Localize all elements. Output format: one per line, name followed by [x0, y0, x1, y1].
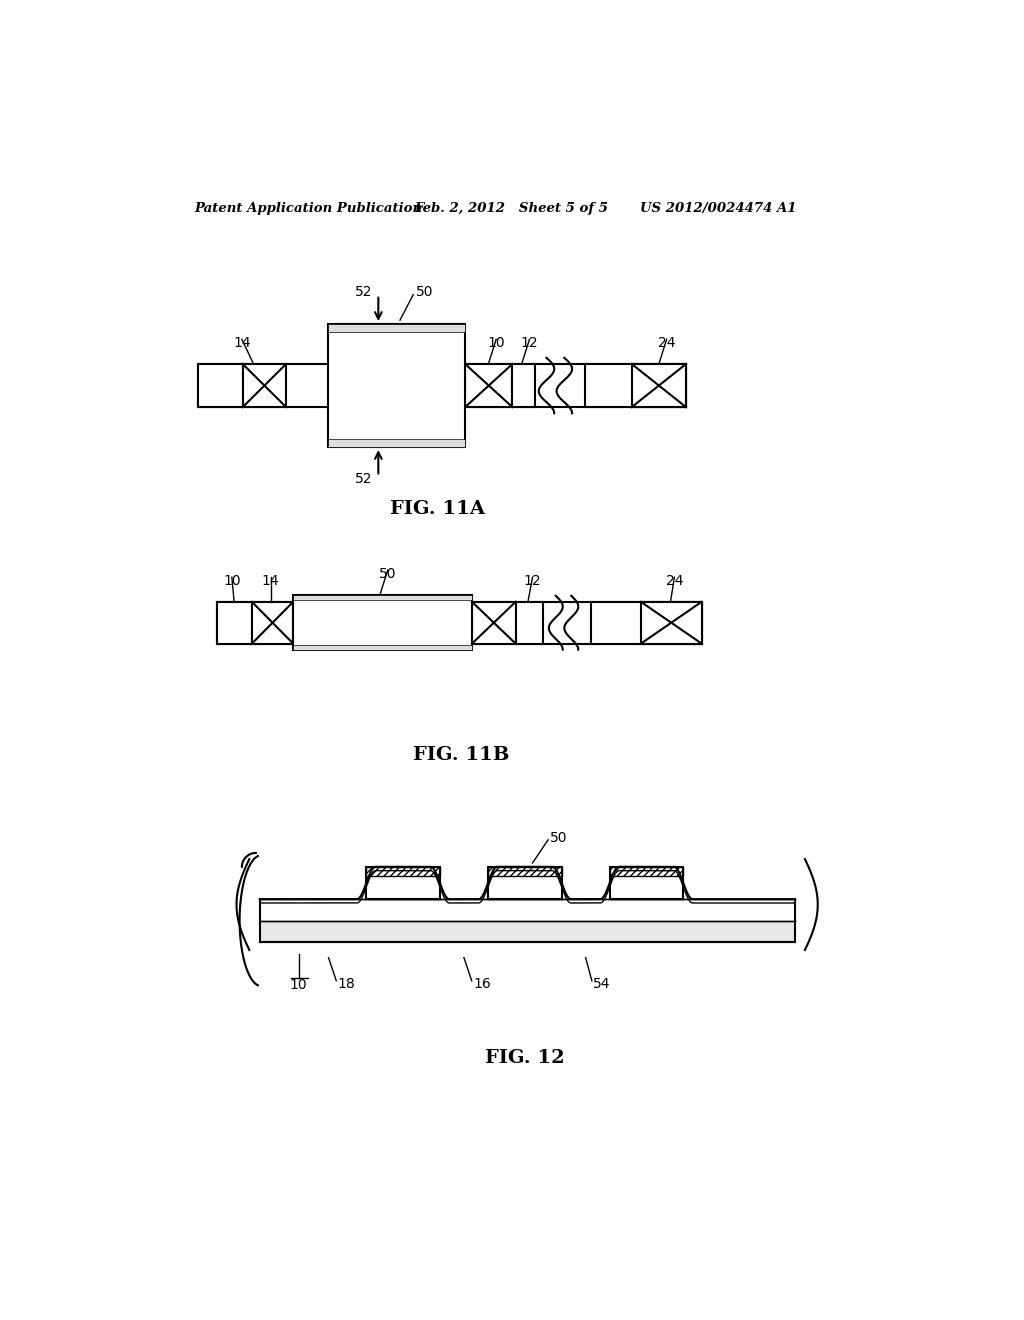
Bar: [472, 602, 515, 644]
Text: 24: 24: [657, 337, 676, 350]
Bar: [515, 602, 543, 644]
Bar: [217, 602, 252, 644]
Text: 50: 50: [550, 830, 568, 845]
Text: 14: 14: [262, 574, 280, 589]
Text: 10: 10: [223, 574, 241, 589]
Bar: [252, 602, 293, 644]
Text: 24: 24: [666, 574, 683, 589]
Bar: [328, 323, 465, 447]
Text: FIG. 12: FIG. 12: [485, 1049, 564, 1067]
Text: US 2012/0024474 A1: US 2012/0024474 A1: [640, 202, 796, 215]
Bar: [609, 867, 683, 899]
Bar: [488, 867, 561, 899]
Text: Feb. 2, 2012   Sheet 5 of 5: Feb. 2, 2012 Sheet 5 of 5: [415, 202, 608, 215]
Bar: [293, 645, 472, 651]
Bar: [609, 867, 683, 899]
Text: 12: 12: [523, 574, 542, 589]
Bar: [293, 595, 472, 651]
Text: FIG. 11B: FIG. 11B: [413, 746, 510, 764]
Text: 52: 52: [354, 285, 372, 298]
Bar: [198, 364, 243, 407]
Bar: [198, 364, 686, 407]
Bar: [260, 921, 795, 942]
Text: 10: 10: [290, 978, 307, 991]
Text: 16: 16: [473, 977, 492, 991]
Bar: [243, 364, 286, 407]
Bar: [465, 364, 512, 407]
Text: 12: 12: [520, 337, 539, 350]
Bar: [641, 602, 701, 644]
Text: Patent Application Publication: Patent Application Publication: [194, 202, 422, 215]
Text: $D_{Si}$: $D_{Si}$: [394, 376, 422, 396]
Bar: [592, 602, 701, 644]
Bar: [367, 867, 440, 899]
Bar: [367, 867, 440, 876]
Bar: [367, 867, 440, 899]
Text: 52: 52: [354, 473, 372, 487]
Text: 54: 54: [593, 977, 611, 991]
Text: 50: 50: [379, 568, 396, 581]
Bar: [328, 440, 465, 447]
Bar: [488, 867, 561, 899]
Text: 14: 14: [233, 337, 251, 350]
Text: 10: 10: [487, 337, 505, 350]
Text: 50: 50: [416, 285, 433, 298]
Text: 18: 18: [338, 977, 355, 991]
Bar: [632, 364, 686, 407]
Bar: [609, 867, 683, 876]
Bar: [488, 867, 561, 876]
Bar: [217, 602, 701, 644]
Bar: [586, 364, 686, 407]
Text: FIG. 11A: FIG. 11A: [390, 500, 485, 517]
Bar: [293, 595, 472, 601]
Bar: [328, 323, 465, 331]
Bar: [512, 364, 535, 407]
